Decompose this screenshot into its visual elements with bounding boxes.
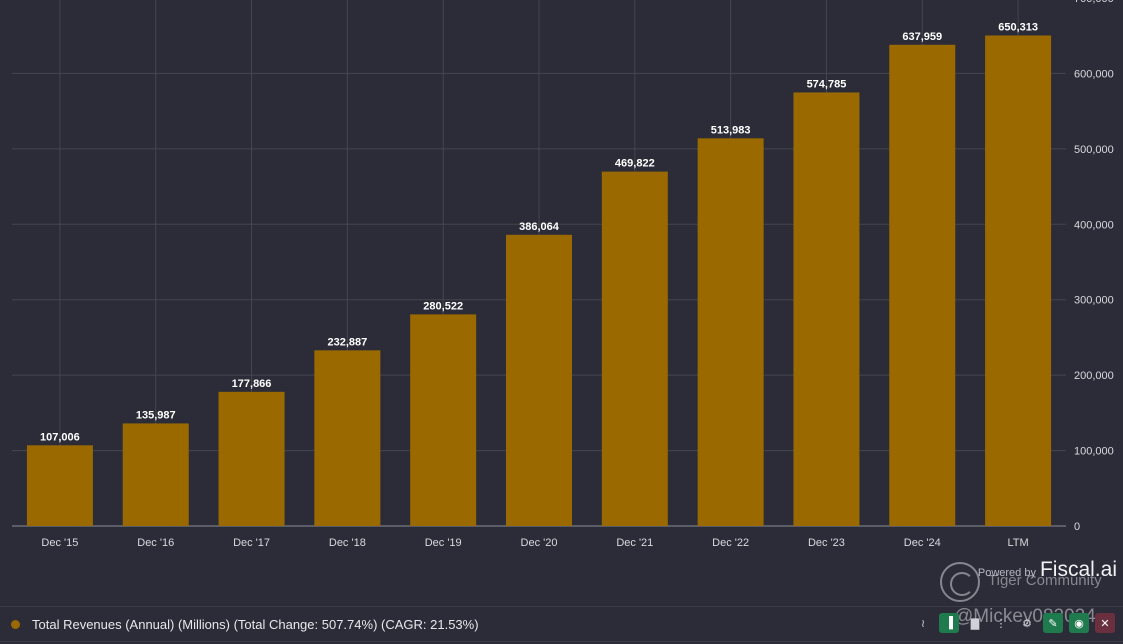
settings-icon[interactable]: ⚙: [1022, 617, 1032, 630]
y-tick-label: 0: [1074, 521, 1080, 533]
x-tick-label: Dec '16: [137, 537, 174, 549]
bar: [793, 92, 860, 527]
x-tick-label: Dec '19: [425, 537, 462, 549]
data-label: 135,987: [136, 409, 176, 421]
bar: [506, 234, 572, 527]
bar: [410, 314, 477, 526]
x-tick-label: Dec '15: [41, 537, 78, 549]
data-label: 574,785: [807, 78, 847, 90]
bar: [314, 350, 381, 526]
data-label: 637,959: [902, 31, 942, 43]
line-chart-icon[interactable]: ≀: [920, 617, 926, 630]
x-tick-label: Dec '18: [329, 537, 366, 549]
bar: [889, 44, 956, 527]
data-label: 650,313: [998, 21, 1038, 33]
y-tick-label: 700,000: [1074, 0, 1114, 5]
legend-label[interactable]: Total Revenues (Annual) (Millions) (Tota…: [32, 616, 479, 632]
y-tick-label: 200,000: [1074, 370, 1114, 382]
y-tick-label: 400,000: [1074, 219, 1114, 231]
bar: [601, 171, 668, 526]
x-tick-label: Dec '22: [712, 537, 749, 549]
powered-by-text: Powered by: [977, 567, 1036, 579]
chart-legend-bar: Total Revenues (Annual) (Millions) (Tota…: [0, 606, 1123, 642]
visibility-icon[interactable]: ◉: [1069, 613, 1089, 633]
y-tick-label: 300,000: [1074, 295, 1114, 307]
x-tick-label: Dec '17: [233, 537, 270, 549]
y-tick-label: 500,000: [1074, 144, 1114, 156]
bar: [218, 391, 285, 526]
x-tick-label: Dec '20: [521, 537, 558, 549]
data-label: 386,064: [519, 221, 560, 233]
data-label: 280,522: [423, 300, 463, 312]
x-tick-label: Dec '21: [616, 537, 653, 549]
revenue-bar-chart: 0 100,000 200,000 300,000 400,000 500,000 600,…: [12, 0, 1114, 549]
edit-icon[interactable]: ✎: [1043, 613, 1063, 633]
data-label: 107,006: [40, 431, 80, 443]
close-icon[interactable]: ✕: [1095, 613, 1115, 633]
bar: [122, 423, 189, 526]
x-tick-label: Dec '23: [808, 537, 845, 549]
data-label: 177,866: [232, 378, 272, 390]
series-toolbar: ≀ ▐ ▇ ⋮ ⚙ ✎ ◉ ✕: [913, 613, 1115, 633]
bar: [697, 138, 764, 526]
data-label: 469,822: [615, 158, 655, 170]
data-label: 232,887: [327, 336, 367, 348]
fiscal-ai-logo: Fiscal.ai: [1039, 558, 1117, 581]
x-tick-label: Dec '24: [904, 537, 941, 549]
bar: [985, 35, 1052, 526]
y-tick-label: 600,000: [1074, 68, 1114, 80]
data-label: 513,983: [711, 124, 751, 136]
y-tick-label: 100,000: [1074, 446, 1114, 458]
stacked-bar-icon[interactable]: ▇: [970, 617, 980, 630]
x-tick-label: LTM: [1007, 537, 1028, 549]
more-icon[interactable]: ⋮: [995, 617, 1007, 630]
branding[interactable]: Powered by Fiscal.ai: [978, 558, 1117, 582]
legend-color-dot: [11, 619, 20, 629]
bar: [26, 445, 93, 526]
bar-chart-icon[interactable]: ▐: [939, 613, 959, 633]
